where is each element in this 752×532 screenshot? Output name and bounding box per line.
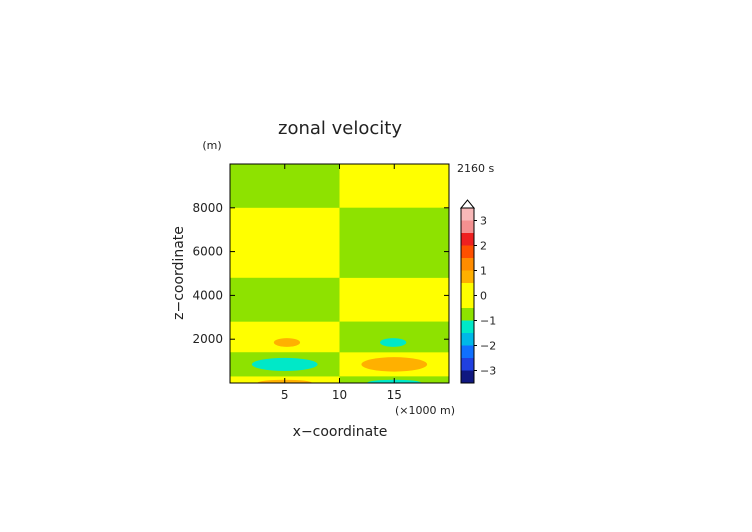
contour-cell-3 [361,357,428,372]
colorbar-segment [461,308,474,321]
colorbar-tick-label: 1 [480,265,487,278]
y-tick-label: 6000 [192,245,223,259]
colorbar-segment [461,283,474,296]
plot-frame [229,163,450,384]
y-unit-label: (m) [202,139,221,152]
x-tick-label: 5 [281,388,289,402]
colorbar-segment [461,208,474,221]
colorbar-tick-label: 0 [480,290,487,303]
time-label: 2160 s [457,162,494,175]
colorbar-segment [461,333,474,346]
x-axis: 5 10 15 [281,164,402,402]
contour-cell-0 [273,338,301,347]
colorbar-segment [461,270,474,283]
contour-band-9 [339,321,449,353]
contour-band-2 [230,277,340,322]
field-area [230,164,449,383]
colorbar-segment [461,320,474,333]
x-tick-label: 15 [387,388,402,402]
contour-band-7 [339,207,449,278]
contour-band-0 [230,164,340,208]
x-tick-label: 10 [332,388,347,402]
colorbar-tick-label: −3 [480,365,496,378]
colorbar-tick-label: −1 [480,315,496,328]
y-tick-label: 4000 [192,288,223,302]
contour-cell-2 [251,357,318,371]
contour-band-1 [230,207,340,278]
x-axis-label: x−coordinate [293,424,388,440]
colorbar-segment [461,258,474,271]
colorbar-extension-triangle [459,199,476,209]
colorbar-segment [461,220,474,233]
colorbar-segment [461,370,474,383]
colorbar-tick-label: 2 [480,240,487,253]
chart-title: zonal velocity [278,118,402,139]
contour-band-6 [339,164,449,208]
colorbar-segment [461,345,474,358]
colorbar-segment [461,245,474,258]
y-axis: 2000 4000 6000 8000 [192,201,449,346]
contour-band-8 [339,277,449,322]
y-axis-label: z−coordinate [171,226,187,320]
colorbar-segment [461,233,474,246]
colorbar-segment [461,358,474,371]
x-unit-label: (×1000 m) [395,404,455,417]
colorbar-tick-label: −2 [480,340,496,353]
y-tick-label: 8000 [192,201,223,215]
colorbar-segment [461,295,474,308]
colorbar-tick-label: 3 [480,215,487,228]
contour-cell-1 [380,338,407,347]
contour-band-3 [230,321,340,353]
y-tick-label: 2000 [192,332,223,346]
colorbar: 3 2 1 0 −1 −2 −3 [459,199,496,384]
